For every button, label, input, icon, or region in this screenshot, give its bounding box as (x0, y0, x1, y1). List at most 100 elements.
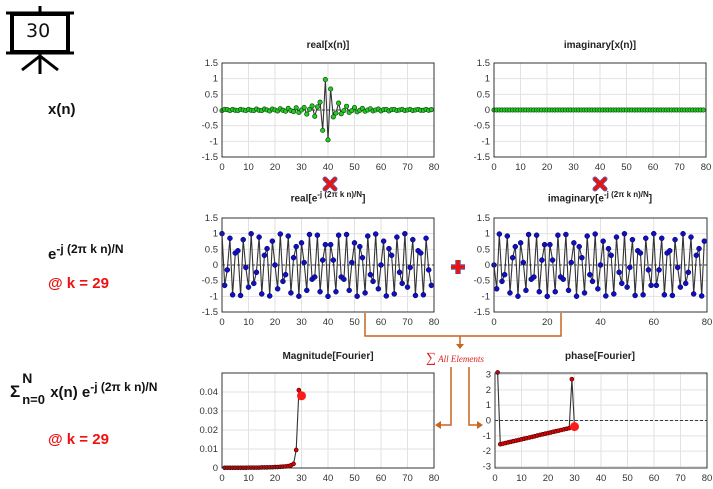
x-tick-label: 20 (270, 473, 281, 484)
data-point (333, 288, 339, 295)
chart-real_x: 0 10 20 30 40 50 60 70 80 1.5 1 0.5 0 -0.5 -1 -1.5 (202, 58, 440, 173)
x-tick-label: 80 (429, 317, 440, 328)
data-point (501, 271, 508, 278)
sum-all-text: All Elements (438, 354, 484, 364)
data-point (701, 238, 708, 244)
data-point (672, 236, 678, 243)
y-tick-label: 0 (486, 416, 491, 427)
data-point (669, 292, 676, 299)
chart-imag_basis: 0 20 40 60 80 1.5 1 0.5 0 -0.5 -1 -1.5 (474, 213, 713, 328)
data-point (359, 254, 366, 261)
y-tick-label: 0.02 (200, 425, 219, 436)
data-point (568, 259, 574, 266)
x-tick-label: 40 (595, 162, 606, 173)
x-tick-label: 10 (243, 473, 254, 484)
data-point (341, 108, 347, 114)
data-point (399, 280, 405, 287)
slide-number: 30 (26, 20, 51, 42)
x-tick-label: 0 (492, 473, 497, 484)
data-point (386, 245, 392, 252)
data-point (336, 100, 342, 106)
y-tick-label: 0.04 (200, 387, 219, 398)
data-point (587, 271, 593, 278)
x-tick-label: 70 (402, 473, 413, 484)
k-note-basis: @ k = 29 (48, 275, 109, 292)
y-tick-label: -1 (482, 291, 490, 302)
data-point (293, 447, 299, 453)
x-tick-label: 70 (675, 473, 686, 484)
data-point (298, 240, 305, 246)
data-point (571, 240, 577, 246)
title-imag-basis-exp: -j (2π k n)/N (604, 190, 649, 199)
data-point (285, 233, 291, 239)
x-tick-label: 40 (323, 473, 334, 484)
y-tick-label: 0 (213, 260, 218, 271)
sum-body: x(n) e (50, 384, 91, 401)
data-point (658, 235, 665, 242)
x-tick-label: 60 (376, 317, 387, 328)
data-point (682, 280, 689, 287)
data-point (624, 284, 630, 290)
data-point (351, 240, 358, 246)
presentation-board-icon (6, 6, 74, 74)
chart-magnitude: 0 10 20 30 40 50 60 70 80 0.04 0.03 0.02 0.01 0 (200, 372, 440, 484)
x-tick-label: 0 (491, 317, 496, 328)
data-point (563, 231, 569, 238)
data-point (396, 269, 403, 276)
data-point (296, 293, 302, 299)
data-point (314, 104, 320, 110)
data-point (266, 293, 273, 299)
data-point (428, 107, 434, 113)
data-point (317, 288, 323, 295)
axes-box (221, 217, 435, 313)
y-tick-label: 1 (485, 74, 490, 85)
data-point (619, 280, 625, 287)
data-point (573, 293, 580, 299)
data-point (629, 236, 636, 243)
y-tick-label: 0.5 (205, 89, 218, 100)
y-tick-label: -1 (482, 136, 490, 147)
data-point (349, 259, 355, 266)
data-point (627, 264, 633, 271)
x-tick-label: 50 (349, 162, 360, 173)
data-point (375, 286, 382, 292)
data-point (680, 231, 686, 237)
x-tick-label: 30 (568, 162, 579, 173)
x-tick-label: 0 (219, 162, 224, 173)
chart-real_basis: 0 10 20 30 40 50 60 70 80 1.5 1 0.5 0 -0.5 -1 -1.5 (202, 213, 440, 328)
data-point (613, 234, 620, 240)
data-point (322, 77, 328, 83)
data-point (333, 110, 339, 116)
data-point (312, 274, 318, 280)
data-point (240, 236, 246, 243)
axes-box (493, 62, 707, 158)
y-tick-label: 1 (486, 400, 491, 411)
data-point (536, 288, 543, 295)
x-tick-label: 10 (516, 473, 527, 484)
data-point (224, 267, 231, 273)
axes-box (494, 372, 708, 469)
data-point (569, 376, 575, 382)
data-point (412, 292, 419, 299)
data-point (253, 269, 260, 276)
x-tick-label: 40 (323, 162, 334, 173)
data-point (677, 284, 684, 290)
data-point (423, 235, 429, 242)
multiply-icon-stroke (593, 177, 607, 191)
x-tick-label: 80 (429, 473, 440, 484)
data-point (362, 290, 368, 296)
data-point (269, 238, 276, 244)
data-point (640, 292, 646, 298)
data-point (698, 293, 705, 299)
x-tick-label: 10 (243, 162, 254, 173)
basis-exponent: -j (2π k n)/N (56, 242, 124, 256)
sum-all-symbol: ∑ (426, 351, 436, 366)
x-tick-label: 10 (515, 162, 526, 173)
data-point (688, 234, 694, 240)
bracket-connector (364, 313, 562, 337)
data-point (643, 235, 649, 242)
y-tick-label: 0.5 (477, 89, 490, 100)
title-imag-basis-pre: imaginary[e (547, 193, 604, 205)
y-tick-label: -1 (210, 136, 218, 147)
